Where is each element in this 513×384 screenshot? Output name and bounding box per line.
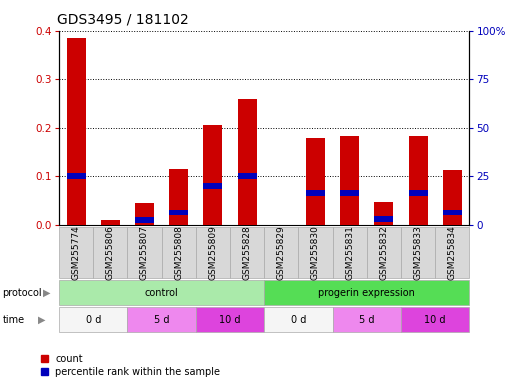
Text: GSM255774: GSM255774 — [72, 225, 81, 280]
Bar — [169, 169, 188, 225]
Text: GSM255828: GSM255828 — [243, 225, 251, 280]
Bar — [67, 173, 86, 179]
Bar — [443, 170, 462, 225]
Text: GSM255806: GSM255806 — [106, 225, 115, 280]
Bar — [238, 173, 256, 179]
Bar — [204, 125, 222, 225]
Text: protocol: protocol — [3, 288, 42, 298]
Text: GDS3495 / 181102: GDS3495 / 181102 — [57, 13, 189, 27]
Text: ▶: ▶ — [44, 288, 51, 298]
Text: time: time — [3, 314, 25, 325]
Bar — [374, 216, 393, 222]
Legend: count, percentile rank within the sample: count, percentile rank within the sample — [41, 354, 221, 377]
Text: GSM255830: GSM255830 — [311, 225, 320, 280]
Bar — [409, 190, 427, 196]
Text: 5 d: 5 d — [359, 314, 374, 325]
Bar — [101, 220, 120, 225]
Text: 10 d: 10 d — [424, 314, 446, 325]
Bar — [67, 38, 86, 225]
Text: GSM255809: GSM255809 — [208, 225, 218, 280]
Bar — [374, 202, 393, 225]
Text: 0 d: 0 d — [86, 314, 101, 325]
Text: ▶: ▶ — [38, 314, 46, 325]
Text: GSM255832: GSM255832 — [380, 225, 388, 280]
Text: GSM255829: GSM255829 — [277, 225, 286, 280]
Bar — [238, 99, 256, 225]
Bar — [340, 136, 359, 225]
Bar — [169, 210, 188, 215]
Bar — [135, 203, 154, 225]
Text: GSM255831: GSM255831 — [345, 225, 354, 280]
Text: 10 d: 10 d — [219, 314, 241, 325]
Text: GSM255834: GSM255834 — [448, 225, 457, 280]
Text: GSM255833: GSM255833 — [413, 225, 423, 280]
Bar — [306, 190, 325, 196]
Text: 0 d: 0 d — [291, 314, 306, 325]
Text: control: control — [145, 288, 179, 298]
Text: GSM255807: GSM255807 — [140, 225, 149, 280]
Bar — [135, 217, 154, 223]
Text: GSM255808: GSM255808 — [174, 225, 183, 280]
Text: progerin expression: progerin expression — [319, 288, 415, 298]
Bar — [409, 136, 427, 225]
Text: 5 d: 5 d — [154, 314, 169, 325]
Bar — [306, 138, 325, 225]
Bar — [204, 183, 222, 189]
Bar — [340, 190, 359, 196]
Bar — [443, 210, 462, 215]
